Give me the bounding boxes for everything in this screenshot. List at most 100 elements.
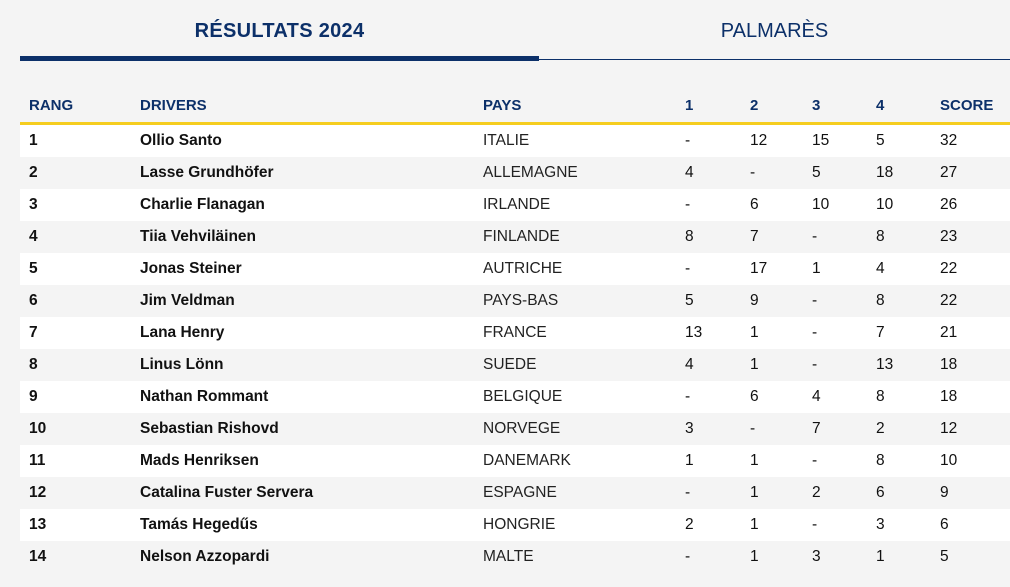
cell-rang: 10 [29, 420, 47, 437]
cell-driver: Lana Henry [140, 324, 225, 341]
cell-pays: MALTE [483, 548, 534, 565]
cell-round-1: - [685, 548, 691, 565]
active-tab-indicator [20, 56, 539, 61]
cell-round-2: 1 [750, 516, 759, 533]
cell-driver: Mads Henriksen [140, 452, 259, 469]
cell-round-2: - [750, 164, 756, 181]
cell-round-1: 13 [685, 324, 703, 341]
cell-rang: 12 [29, 484, 47, 501]
cell-pays: IRLANDE [483, 196, 551, 213]
table-row: 9 Nathan Rommant BELGIQUE - 6 4 8 18 [20, 381, 1010, 413]
cell-round-4: 5 [876, 132, 885, 149]
cell-rang: 7 [29, 324, 38, 341]
cell-round-2: 1 [750, 356, 759, 373]
cell-rang: 5 [29, 260, 38, 277]
cell-round-2: 9 [750, 292, 759, 309]
cell-round-2: 1 [750, 484, 759, 501]
cell-score: 6 [940, 516, 949, 533]
cell-round-1: - [685, 484, 691, 501]
table-row: 6 Jim Veldman PAYS-BAS 5 9 - 8 22 [20, 285, 1010, 317]
cell-pays: NORVEGE [483, 420, 561, 437]
cell-round-3: - [812, 228, 818, 245]
tab-resultats-2024-label: RÉSULTATS 2024 [194, 19, 365, 42]
cell-round-3: - [812, 516, 818, 533]
cell-driver: Tamás Hegedűs [140, 516, 258, 533]
table-body: 1 Ollio Santo ITALIE -12 15 5 32 2 Lasse Grundhö… [20, 125, 1010, 573]
cell-round-3: 1 [812, 260, 821, 277]
table-row: 14 Nelson Azzopardi MALTE - 1 3 1 5 [20, 541, 1010, 573]
cell-pays: DANEMARK [483, 452, 571, 469]
cell-pays: FRANCE [483, 324, 547, 341]
cell-pays: ITALIE [483, 132, 530, 149]
table-row: 12 Catalina Fuster Servera ESPAGNE -1 2 6 9 [20, 477, 1010, 509]
cell-round-1: 5 [685, 292, 694, 309]
cell-driver: Jonas Steiner [140, 260, 242, 277]
table-row: 10 Sebastian Rishovd NORVEGE 3 - 7 2 12 [20, 413, 1010, 445]
cell-pays: ALLEMAGNE [483, 164, 578, 181]
table-row: 1 Ollio Santo ITALIE - 12 15 5 32 [20, 125, 1010, 157]
cell-score: 27 [940, 164, 958, 181]
cell-round-2: 17 [750, 260, 768, 277]
table-row: 11 Mads Henriksen DANEMARK 1 1-8 10 [20, 445, 1010, 477]
cell-round-4: 2 [876, 420, 885, 437]
cell-score: 22 [940, 260, 958, 277]
cell-round-4: 3 [876, 516, 885, 533]
cell-score: 5 [940, 548, 949, 565]
cell-score: 10 [940, 452, 958, 469]
tab-divider-line [539, 59, 1010, 60]
header-round-4: 4 [876, 97, 885, 114]
cell-driver: Nelson Azzopardi [140, 548, 270, 565]
cell-rang: 8 [29, 356, 38, 373]
cell-round-1: 1 [685, 452, 694, 469]
cell-round-3: 10 [812, 196, 830, 213]
table-row: 7 Lana Henry FRANCE 13 1 - 7 21 [20, 317, 1010, 349]
cell-driver: Jim Veldman [140, 292, 235, 309]
tab-palmares[interactable]: PALMARÈS [539, 0, 1010, 62]
cell-round-3: 15 [812, 132, 830, 149]
cell-round-4: 6 [876, 484, 885, 501]
cell-rang: 9 [29, 388, 38, 405]
cell-round-3: 2 [812, 484, 821, 501]
cell-round-1: - [685, 260, 691, 277]
tab-resultats-2024[interactable]: RÉSULTATS 2024 [20, 0, 539, 62]
cell-round-3: - [812, 356, 818, 373]
cell-round-4: 8 [876, 228, 885, 245]
cell-pays: SUEDE [483, 356, 537, 373]
cell-driver: Charlie Flanagan [140, 196, 265, 213]
cell-pays: BELGIQUE [483, 388, 563, 405]
cell-round-2: 12 [750, 132, 768, 149]
cell-rang: 4 [29, 228, 38, 245]
cell-score: 22 [940, 292, 958, 309]
cell-pays: AUTRICHE [483, 260, 563, 277]
tab-bar: RÉSULTATS 2024 PALMARÈS [20, 0, 1010, 62]
header-rang: RANG [29, 97, 74, 114]
cell-round-1: 3 [685, 420, 694, 437]
cell-round-1: - [685, 196, 691, 213]
cell-round-1: 4 [685, 356, 694, 373]
cell-round-2: 6 [750, 196, 759, 213]
cell-round-4: 8 [876, 388, 885, 405]
header-round-1: 1 [685, 97, 694, 114]
cell-score: 12 [940, 420, 958, 437]
cell-rang: 2 [29, 164, 38, 181]
cell-round-3: - [812, 292, 818, 309]
header-round-3: 3 [812, 97, 821, 114]
table-row: 4 Tiia Vehviläinen FINLANDE 8 7 - 8 23 [20, 221, 1010, 253]
cell-round-2: 1 [750, 452, 759, 469]
cell-rang: 13 [29, 516, 47, 533]
cell-rang: 11 [29, 452, 46, 469]
results-table: RANG DRIVERS PAYS 1 2 3 4 SCORE 1 Ollio S… [20, 88, 1010, 573]
cell-round-4: 18 [876, 164, 894, 181]
cell-driver: Tiia Vehviläinen [140, 228, 257, 245]
cell-rang: 14 [29, 548, 47, 565]
cell-round-4: 4 [876, 260, 885, 277]
cell-score: 26 [940, 196, 958, 213]
cell-driver: Sebastian Rishovd [140, 420, 279, 437]
table-row: 3 Charlie Flanagan IRLANDE - 6 10 10 26 [20, 189, 1010, 221]
cell-driver: Ollio Santo [140, 132, 222, 149]
cell-round-3: 7 [812, 420, 821, 437]
cell-round-2: - [750, 420, 756, 437]
cell-driver: Nathan Rommant [140, 388, 269, 405]
cell-score: 18 [940, 356, 958, 373]
cell-driver: Lasse Grundhöfer [140, 164, 274, 181]
